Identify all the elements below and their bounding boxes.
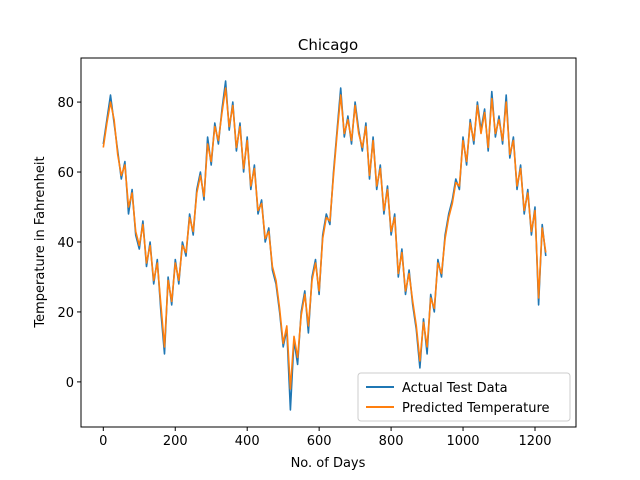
y-tick-label: 80 bbox=[57, 96, 74, 111]
chart-title: Chicago bbox=[298, 36, 358, 54]
x-tick-label: 400 bbox=[235, 434, 260, 449]
legend-label: Actual Test Data bbox=[402, 381, 508, 396]
y-tick-label: 60 bbox=[57, 166, 74, 181]
x-tick-label: 1000 bbox=[446, 434, 479, 449]
x-tick-label: 200 bbox=[163, 434, 188, 449]
x-tick-label: 0 bbox=[99, 434, 107, 449]
y-axis-label: Temperature in Fahrenheit bbox=[33, 156, 48, 328]
x-tick-label: 800 bbox=[379, 434, 404, 449]
legend-box bbox=[357, 372, 571, 422]
x-tick-label: 1200 bbox=[518, 434, 551, 449]
y-tick-label: 40 bbox=[57, 236, 74, 251]
legend-label: Predicted Temperature bbox=[402, 401, 550, 416]
plot-frame bbox=[80, 57, 577, 428]
y-tick-label: 20 bbox=[57, 306, 74, 321]
y-tick-label: 0 bbox=[66, 376, 74, 391]
x-tick-label: 600 bbox=[307, 434, 332, 449]
x-axis-label: No. of Days bbox=[291, 456, 366, 471]
series-line bbox=[102, 87, 547, 390]
